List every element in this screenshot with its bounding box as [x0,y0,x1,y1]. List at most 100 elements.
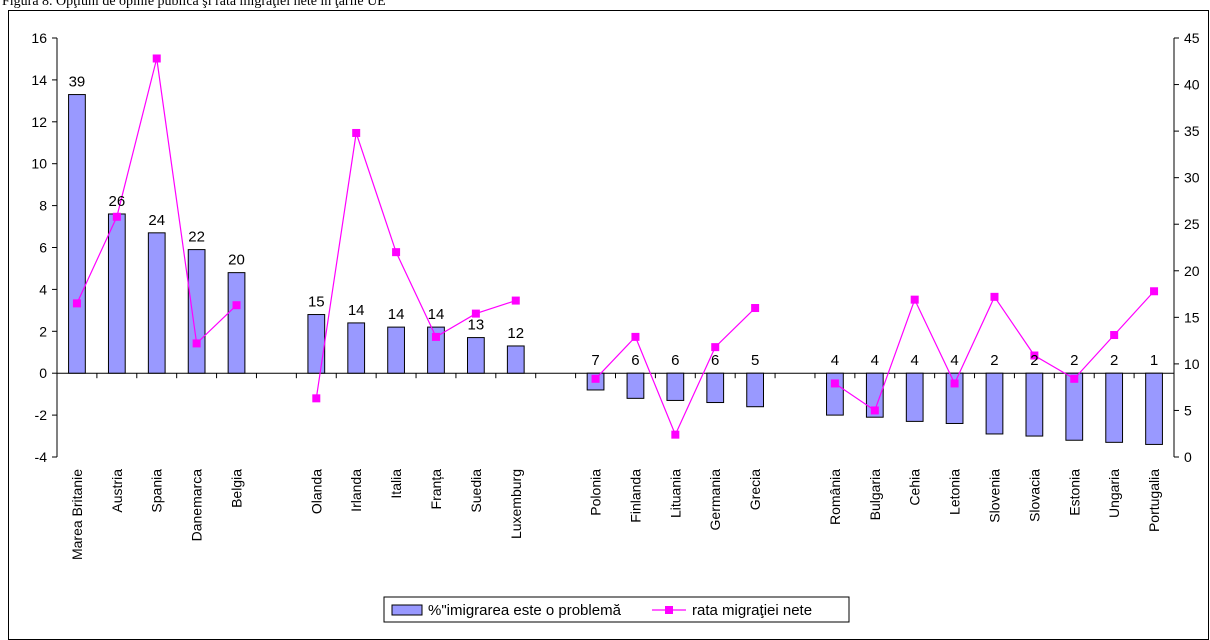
migration-marker [232,301,241,310]
right-tick-label: 20 [1184,263,1200,279]
category-label: Letonia [947,469,963,515]
migration-marker [152,54,161,63]
bar [706,372,725,404]
bar-value-label: 6 [711,352,719,369]
bar-value-label: 4 [950,352,958,369]
bar-value-label: 6 [631,352,639,369]
bar [905,372,924,422]
category-label: Finlanda [627,469,643,523]
category-label: Polonia [588,469,604,516]
bar [626,372,645,399]
left-tick-label: 16 [31,30,47,46]
bar [1145,372,1163,445]
right-tick-label: 45 [1184,30,1200,46]
bar [227,272,246,374]
category-label: Marea Britanie [69,469,85,560]
migration-marker [591,374,600,383]
category-label: Franța [428,469,444,510]
bar-value-label: 13 [468,317,485,334]
legend: %"imigrarea este o problemă rata migraţie… [383,596,850,623]
bar [466,337,485,374]
category-label: Italia [388,469,404,499]
left-tick-label: -4 [35,449,48,465]
migration-marker [671,430,680,439]
migration-marker [192,339,201,348]
left-tick-label: 2 [39,323,47,339]
migration-marker [751,304,760,313]
migration-marker [830,379,839,388]
bar-value-label: 14 [348,302,365,319]
bar-value-label: 5 [751,352,759,369]
bar [427,326,445,374]
bar-value-label: 4 [911,352,919,369]
migration-marker [711,343,720,352]
legend-line-marker [665,606,673,614]
bar-value-label: 2 [990,352,998,369]
category-label: Estonia [1066,469,1082,516]
right-tick-label: 25 [1184,216,1200,232]
bar-value-label: 20 [228,252,245,269]
migration-marker [511,296,520,305]
bar [147,232,166,374]
bar-value-label: 22 [188,229,205,246]
right-tick-label: 30 [1184,170,1200,186]
bar-value-label: 26 [108,193,125,210]
bar [347,322,366,374]
bar [1105,372,1124,443]
bar-value-label: 14 [428,306,445,323]
category-label: Belgia [229,469,245,508]
left-tick-label: 6 [39,240,47,256]
legend-line-label: rata migraţiei nete [692,602,812,619]
bar-value-label: 14 [388,306,405,323]
legend-bar-swatch [391,604,423,616]
migration-marker [990,292,999,301]
category-label: Portugalia [1146,469,1162,532]
bar [826,372,844,416]
bar-value-label: 24 [148,212,165,229]
bar-value-label: 2 [1110,352,1118,369]
category-label: Cehia [907,469,923,506]
left-tick-label: 14 [31,72,47,88]
bar [506,345,525,374]
category-label: Ungaria [1106,469,1122,518]
bar [307,314,326,374]
category-label: Slovacia [1026,469,1042,522]
left-tick-label: 10 [31,156,47,172]
category-label: Grecia [747,469,763,510]
category-label: Irlanda [348,469,364,512]
category-label: Suedia [468,469,484,513]
bar [746,372,765,408]
category-label: Danemarca [189,469,205,542]
category-label: Germania [707,469,723,531]
right-tick-label: 40 [1184,77,1200,93]
left-tick-label: 4 [39,281,47,297]
migration-marker [471,309,480,318]
bar-value-label: 2 [1030,352,1038,369]
figure-caption: Figura 8. Opţiuni de opinie publică şi r… [2,0,386,9]
legend-box [383,596,850,623]
migration-marker [910,295,919,304]
right-tick-label: 15 [1184,309,1200,325]
bar [1025,372,1044,437]
bar [865,372,884,418]
category-label: Slovenia [986,469,1002,523]
bar [985,372,1004,435]
bar-value-label: 4 [871,352,879,369]
bar-value-label: 15 [308,294,325,311]
bar-value-label: 39 [69,74,86,91]
category-label: Austria [109,469,125,513]
migration-line [315,132,516,399]
bar-value-label: 2 [1070,352,1078,369]
left-tick-label: 12 [31,114,47,130]
migration-marker [392,248,401,257]
bar-value-label: 6 [671,352,679,369]
migration-marker [72,299,81,308]
migration-marker [312,394,321,403]
bar [387,326,405,374]
migration-marker [1030,351,1039,360]
migration-marker [631,332,640,341]
migration-marker [112,212,121,221]
bars-layer [68,94,1163,445]
